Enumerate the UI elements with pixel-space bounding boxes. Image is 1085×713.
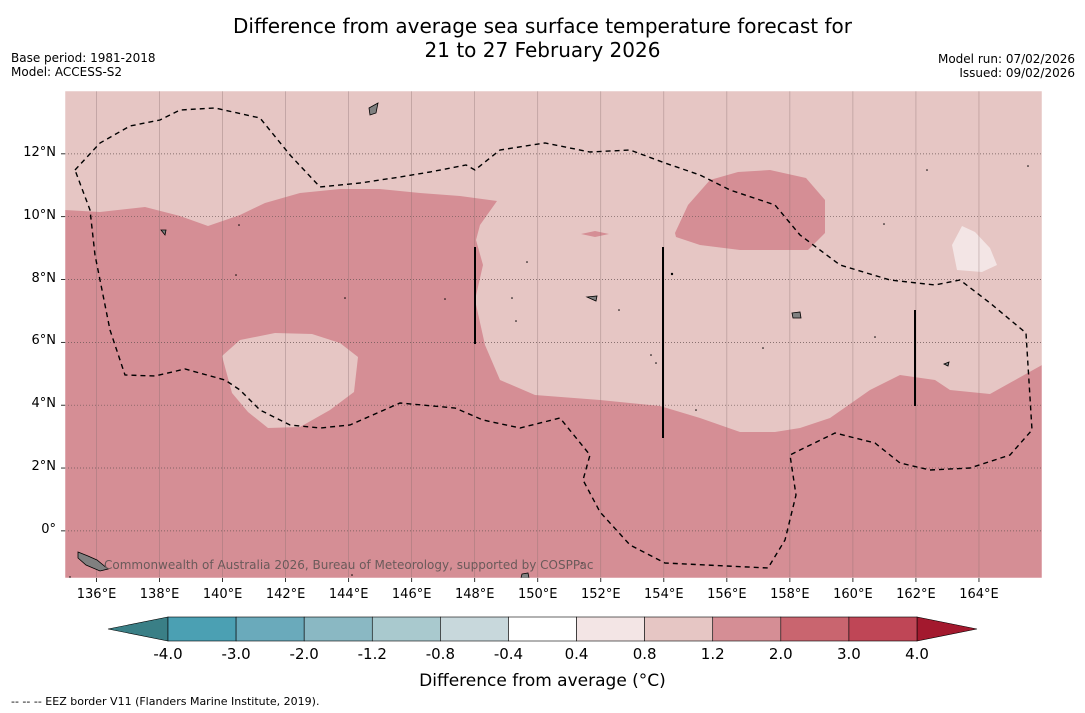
eez-border (74, 107, 1033, 569)
colorbar-tick-label: -1.2 (357, 645, 387, 663)
lat-tick-label: 10°N (23, 207, 56, 223)
lat-tick-label: 12°N (23, 144, 56, 160)
lon-tick-label: 158°E (770, 587, 810, 602)
sst-band-0.8-1.2-pocket (222, 333, 358, 428)
colorbar-segment (167, 616, 237, 642)
colorbar-tick-label: 0.8 (632, 645, 657, 663)
lon-tick-label: 164°E (959, 587, 999, 602)
lon-tick-label: 160°E (833, 587, 873, 602)
colorbar-tick-label: 0.4 (564, 645, 589, 663)
model-label: Model: ACCESS-S2 (11, 65, 123, 79)
lat-tick-label: 2°N (31, 459, 57, 475)
credit-text: Commonwealth of Australia 2026, Bureau o… (104, 558, 594, 572)
meta-right: Model run: 07/02/2026 Issued: 09/02/2026 (938, 52, 1075, 80)
lat-tick-label: 6°N (31, 333, 57, 349)
colorbar-tick-label: -0.8 (425, 645, 455, 663)
map-area (65, 91, 1042, 578)
colorbar-tick-label: -0.4 (493, 645, 524, 663)
colorbar-tick-label: -3.0 (221, 645, 251, 663)
tick-marks (61, 153, 980, 582)
lon-tick-label: 154°E (644, 587, 684, 602)
sst-band-1.2-2.0-streak (581, 231, 609, 237)
sst-band-1.2-2.0-northeast (675, 170, 825, 250)
issued-label: Issued: 09/02/2026 (959, 66, 1075, 80)
colorbar-tick-label: 1.2 (700, 645, 725, 663)
colorbar (107, 616, 978, 642)
lat-tick-label: 0° (41, 521, 56, 537)
colorbar-segment (440, 616, 509, 642)
lon-tick-label: 146°E (391, 587, 432, 602)
colorbar-tick-label: -4.0 (153, 645, 183, 663)
lon-tick-label: 150°E (517, 587, 558, 602)
colorbar-segment (235, 616, 305, 642)
title-line-2: 21 to 27 February 2026 (424, 38, 661, 62)
colorbar-segment (644, 616, 714, 642)
lon-tick-label: 136°E (76, 587, 117, 602)
lat-tick-label: 8°N (31, 270, 57, 286)
eez-footnote: -- -- -- EEZ border V11 (Flanders Marine… (11, 695, 320, 708)
base-period-label: Base period: 1981-2018 (11, 51, 156, 65)
colorbar-segment (576, 616, 645, 642)
colorbar-over-arrow (916, 616, 978, 642)
colorbar-segment (508, 616, 577, 642)
colorbar-title: Difference from average (°C) (419, 671, 666, 691)
colorbar-segment (303, 616, 373, 642)
lon-tick-label: 138°E (139, 587, 180, 602)
boundary-lines (474, 247, 916, 438)
colorbar-segment (371, 616, 441, 642)
colorbar-tick-label: 2.0 (768, 645, 793, 663)
colorbar-tick-label: 4.0 (905, 645, 929, 663)
islands (77, 102, 950, 578)
lon-tick-label: 140°E (202, 587, 243, 602)
colorbar-segment (780, 616, 850, 642)
model-run-label: Model run: 07/02/2026 (937, 52, 1075, 66)
lon-tick-label: 156°E (707, 587, 747, 602)
colorbar-under-arrow (107, 616, 169, 642)
map-frame (64, 90, 1043, 579)
graticule (65, 91, 1042, 578)
colorbar-tick-label: -2.0 (289, 645, 319, 663)
lon-tick-label: 144°E (328, 587, 369, 602)
sst-band-0.4-0.8-patch (952, 226, 997, 272)
lon-tick-label: 152°E (581, 587, 621, 602)
lon-tick-label: 142°E (265, 587, 306, 602)
colorbar-tick-label: 3.0 (836, 645, 861, 663)
lon-tick-label: 162°E (896, 587, 936, 602)
colorbar-segment (848, 616, 918, 642)
sst-band-1.2-2.0-main (65, 189, 1042, 578)
atolls (69, 165, 1029, 578)
map-title: Difference from average sea surface temp… (0, 14, 1085, 62)
title-line-1: Difference from average sea surface temp… (232, 14, 852, 38)
lon-tick-label: 148°E (454, 587, 495, 602)
meta-left: Base period: 1981-2018 Model: ACCESS-S2 (11, 51, 156, 79)
lat-tick-label: 4°N (31, 396, 57, 412)
colorbar-segment (712, 616, 782, 642)
